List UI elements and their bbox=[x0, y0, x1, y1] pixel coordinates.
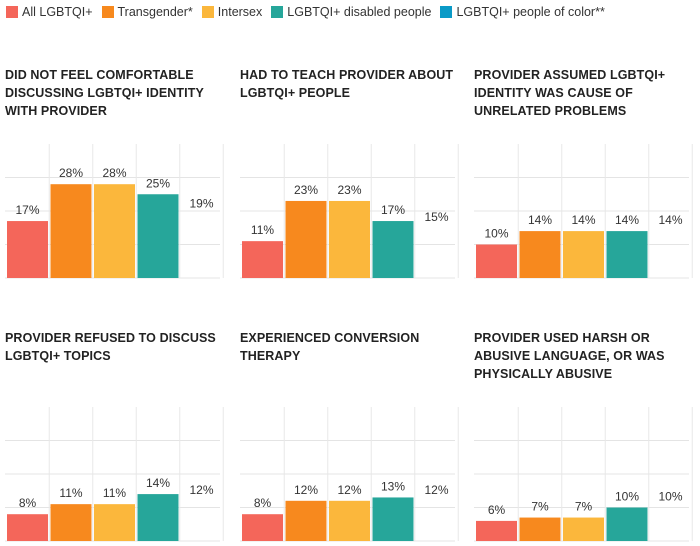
bar bbox=[94, 504, 135, 541]
bar bbox=[7, 514, 48, 541]
data-label: 8% bbox=[254, 496, 272, 510]
bar bbox=[476, 520, 517, 541]
data-label: 23% bbox=[337, 183, 361, 197]
data-label: 12% bbox=[189, 483, 213, 497]
data-label: 17% bbox=[381, 203, 405, 217]
legend-item-intersex: Intersex bbox=[201, 5, 263, 19]
data-label: 13% bbox=[381, 479, 405, 493]
data-label: 14% bbox=[658, 213, 682, 227]
bar bbox=[563, 231, 604, 278]
panel-title: EXPERIENCED CONVERSION THERAPY bbox=[240, 331, 420, 363]
data-label: 19% bbox=[189, 196, 213, 210]
plot-area: 10% 14% 14% 14% 14% bbox=[474, 144, 693, 279]
panel-title: PROVIDER REFUSED TO DISCUSS LGBTQI+ TOPI… bbox=[5, 331, 216, 363]
data-label: 14% bbox=[146, 476, 170, 490]
legend-swatch bbox=[101, 6, 114, 18]
data-label: 7% bbox=[531, 500, 549, 514]
bar bbox=[285, 500, 327, 541]
data-label: 14% bbox=[528, 213, 552, 227]
data-label: 10% bbox=[484, 227, 508, 241]
bar bbox=[50, 504, 92, 541]
plot-area: 8% 11% 11% 14% 12% bbox=[5, 407, 224, 542]
legend-item-disabled: LGBTQI+ disabled people bbox=[271, 5, 431, 19]
bar bbox=[372, 221, 414, 278]
data-label: 28% bbox=[59, 166, 83, 180]
data-label: 25% bbox=[146, 176, 170, 190]
data-label: 11% bbox=[103, 486, 126, 500]
legend-label: Intersex bbox=[217, 5, 263, 19]
legend-swatch bbox=[201, 6, 214, 18]
data-label: 12% bbox=[294, 483, 318, 497]
bar bbox=[137, 194, 179, 278]
bar bbox=[7, 221, 48, 278]
legend-swatch bbox=[440, 6, 453, 18]
bar bbox=[519, 517, 561, 541]
panel-title: HAD TO TEACH PROVIDER ABOUT LGBTQI+ PEOP… bbox=[240, 68, 454, 100]
bar bbox=[606, 231, 648, 278]
bar bbox=[137, 494, 179, 541]
plot-area: 11% 23% 23% 17% 15% bbox=[240, 144, 459, 279]
legend-label: All LGBTQI+ bbox=[22, 5, 93, 19]
plot-area: 17% 28% 28% 25% 19% bbox=[5, 144, 224, 279]
bar bbox=[606, 507, 648, 541]
data-label: 28% bbox=[102, 166, 126, 180]
panel-title: PROVIDER USED HARSH OR ABUSIVE LANGUAGE,… bbox=[474, 331, 665, 381]
legend-item-transgender: Transgender* bbox=[101, 5, 193, 19]
bar bbox=[242, 514, 283, 541]
bar bbox=[563, 517, 604, 541]
legend-label: Transgender* bbox=[117, 5, 193, 19]
bar bbox=[242, 241, 283, 278]
data-label: 10% bbox=[615, 490, 639, 504]
data-label: 12% bbox=[424, 483, 448, 497]
data-label: 11% bbox=[59, 486, 82, 500]
data-label: 10% bbox=[658, 490, 682, 504]
bar bbox=[285, 200, 327, 278]
legend-label: LGBTQI+ people of color** bbox=[456, 5, 605, 19]
legend-label: LGBTQI+ disabled people bbox=[287, 5, 432, 19]
data-label: 8% bbox=[19, 496, 37, 510]
data-label: 23% bbox=[294, 183, 318, 197]
data-label: 14% bbox=[571, 213, 595, 227]
data-label: 14% bbox=[615, 213, 639, 227]
legend-swatch bbox=[271, 6, 284, 18]
panel-title: PROVIDER ASSUMED LGBTQI+ IDENTITY WAS CA… bbox=[474, 68, 666, 118]
plot-area: 6% 7% 7% 10% 10% bbox=[474, 407, 693, 542]
legend: All LGBTQI+ Transgender* Intersex LGBTQI… bbox=[6, 3, 614, 21]
data-label: 11% bbox=[251, 223, 274, 237]
data-label: 6% bbox=[488, 503, 506, 517]
plot-area: 8% 12% 12% 13% 12% bbox=[240, 407, 459, 542]
legend-item-people-of-color: LGBTQI+ people of color** bbox=[440, 5, 605, 19]
bar bbox=[476, 244, 517, 278]
legend-item-all: All LGBTQI+ bbox=[6, 5, 93, 19]
bar bbox=[329, 200, 370, 278]
legend-swatch bbox=[6, 6, 18, 18]
panel-title: DID NOT FEEL COMFORTABLE DISCUSSING LGBT… bbox=[5, 68, 204, 118]
data-label: 15% bbox=[424, 210, 448, 224]
bar bbox=[94, 184, 135, 278]
bar bbox=[50, 184, 92, 278]
bar bbox=[519, 231, 561, 278]
bar bbox=[329, 500, 370, 541]
data-label: 17% bbox=[15, 203, 39, 217]
data-label: 7% bbox=[575, 500, 593, 514]
data-label: 12% bbox=[337, 483, 361, 497]
bar bbox=[372, 497, 414, 541]
